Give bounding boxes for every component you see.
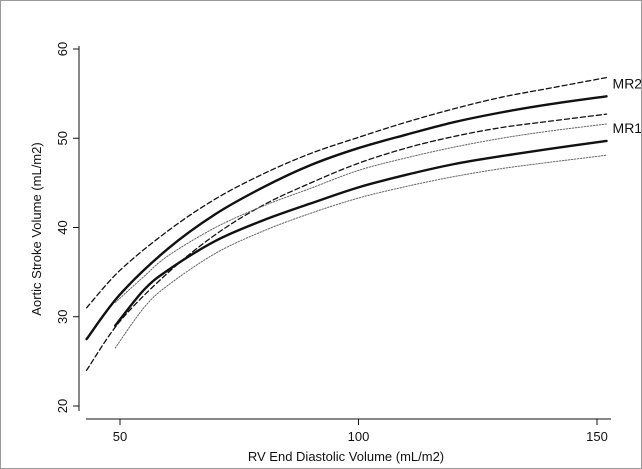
curves xyxy=(85,76,608,371)
series-label-mr2: MR2 xyxy=(613,75,641,91)
y-tick-label-20: 20 xyxy=(55,399,70,413)
x-tick-label-100: 100 xyxy=(348,429,370,444)
x-tick-label-150: 150 xyxy=(586,429,608,444)
x-axis-title: RV End Diastolic Volume (mL/m2) xyxy=(248,449,444,464)
y-tick-label-60: 60 xyxy=(55,42,70,56)
series-line-mr1 xyxy=(114,139,608,327)
series-line-dashed-2 xyxy=(85,113,608,371)
curve-labels: MR2 MR1 xyxy=(613,75,641,136)
ticks: 50 100 150 20 30 40 50 60 xyxy=(55,42,608,444)
y-tick-label-30: 30 xyxy=(55,310,70,324)
y-axis-title: Aortic Stroke Volume (mL/m2) xyxy=(29,142,44,315)
series-line-dashed-1 xyxy=(85,76,608,309)
y-tick-label-50: 50 xyxy=(55,131,70,145)
y-tick-label-40: 40 xyxy=(55,220,70,234)
series-line-dotted-4 xyxy=(114,123,608,303)
x-tick-label-50: 50 xyxy=(113,429,127,444)
series-line-dotted-5 xyxy=(114,154,608,349)
axes xyxy=(78,46,611,420)
series-label-mr1: MR1 xyxy=(613,120,641,136)
series-line-mr2 xyxy=(85,95,608,341)
